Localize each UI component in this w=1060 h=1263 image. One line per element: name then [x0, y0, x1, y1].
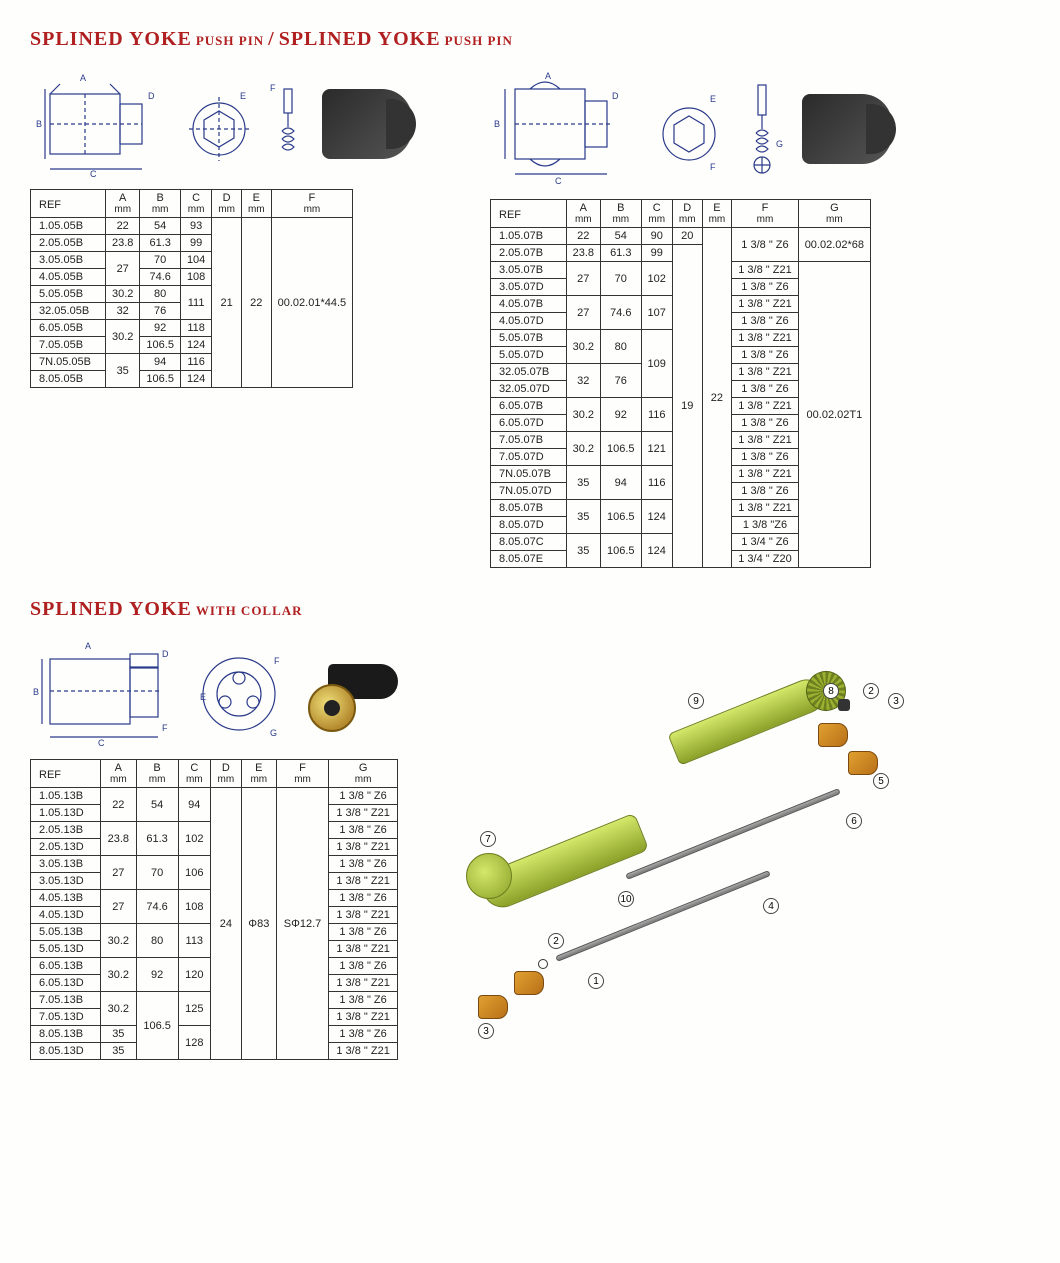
diagram-strip-2: A B C D E F: [490, 69, 1030, 189]
diagram-strip-3: A B C D F F E G: [30, 639, 398, 749]
pushpin-diagram: F: [268, 79, 308, 169]
callout-2: 2: [548, 933, 564, 949]
dim3-F: F: [274, 656, 280, 666]
dim-D: D: [148, 91, 155, 101]
title2-main: SPLINED YOKE: [279, 28, 441, 50]
title3-sub: WITH COLLAR: [196, 603, 303, 618]
diagram-strip-1: A B C D E F: [30, 69, 470, 179]
title-3: SPLINED YOKE WITH COLLAR: [30, 598, 1030, 621]
callout-2b: 2: [863, 683, 879, 699]
page-title-row: SPLINED YOKE PUSH PIN / SPLINED YOKE PUS…: [30, 28, 1030, 51]
collar-photo: [298, 659, 398, 729]
title2-sub: PUSH PIN: [445, 33, 513, 48]
dim-A: A: [80, 73, 86, 83]
dim-B: B: [36, 119, 42, 129]
dim3-B: B: [33, 687, 39, 697]
exploded-assembly: 1 2 3 4 5 6 7 8 9 10 2 3: [418, 663, 898, 1043]
dim-F: F: [270, 83, 276, 93]
collar-side-diagram: A B C D F: [30, 639, 180, 749]
callout-10: 10: [618, 891, 634, 907]
callout-9: 9: [688, 693, 704, 709]
yoke-photo-2: [802, 94, 892, 164]
yoke-front-diagram-2: A B C D: [490, 69, 640, 189]
dim3-D: D: [162, 649, 169, 659]
dim-C: C: [90, 169, 97, 179]
callout-5: 5: [873, 773, 889, 789]
dim3-E: E: [200, 692, 206, 702]
callout-3b: 3: [888, 693, 904, 709]
dim2-A: A: [545, 71, 551, 81]
yoke-front-diagram: A B C D: [30, 69, 170, 179]
table-3: REFABCDEFGmmmmmmmmmmmmmm1.05.13B22549424…: [30, 759, 398, 1060]
title3-main: SPLINED YOKE: [30, 598, 192, 620]
dim2-C: C: [555, 176, 562, 186]
callout-8: 8: [823, 683, 839, 699]
title-sep: /: [268, 28, 275, 50]
yoke-end-diagram-2: E F: [654, 84, 724, 174]
callout-1: 1: [588, 973, 604, 989]
dim2-B: B: [494, 119, 500, 129]
title1-sub: PUSH PIN: [196, 33, 264, 48]
callout-4: 4: [763, 898, 779, 914]
table-1: REFABCDEFmmmmmmmmmmmm1.05.05B22549321220…: [30, 189, 353, 388]
dim2-F: F: [710, 162, 716, 172]
dim3-G: G: [270, 728, 277, 738]
callout-3: 3: [478, 1023, 494, 1039]
title1-main: SPLINED YOKE: [30, 28, 192, 50]
dim2-E: E: [710, 94, 716, 104]
pushpin-diagram-2: G: [738, 79, 788, 179]
dim3-Fb: F: [162, 723, 168, 733]
dim2-G: G: [776, 139, 783, 149]
table-2: REFABCDEFGmmmmmmmmmmmmmm1.05.07B22549020…: [490, 199, 871, 568]
yoke-end-diagram: E: [184, 79, 254, 169]
callout-6: 6: [846, 813, 862, 829]
yoke-photo-1: [322, 89, 412, 159]
collar-end-diagram: F E G: [194, 644, 284, 744]
callout-7: 7: [480, 831, 496, 847]
dim3-C: C: [98, 738, 105, 748]
dim2-D: D: [612, 91, 619, 101]
dim-E: E: [240, 91, 246, 101]
dim3-A: A: [85, 641, 91, 651]
